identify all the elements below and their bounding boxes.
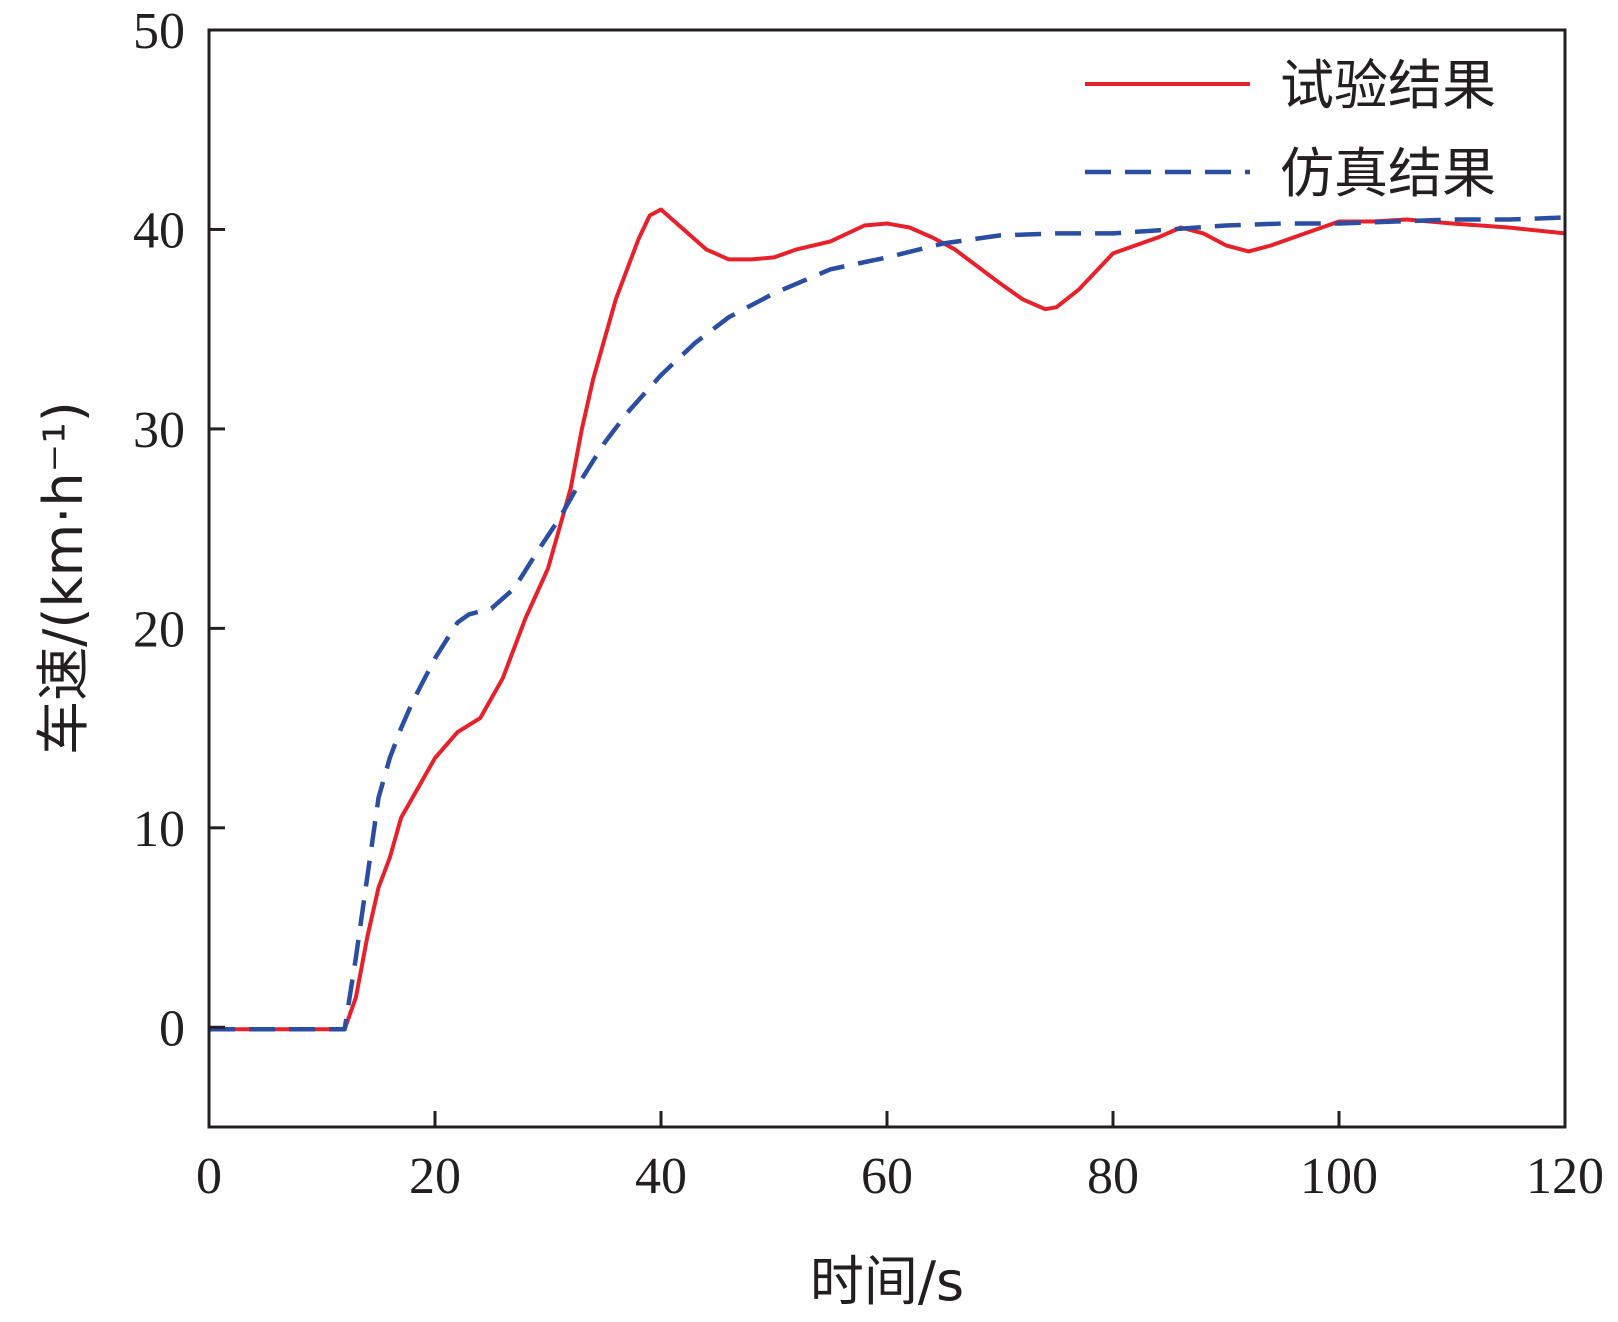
- y-tick-label-40: 40: [133, 202, 185, 259]
- x-axis-title: 时间/s: [810, 1250, 964, 1313]
- series-line-1: [209, 215, 1565, 1032]
- y-tick-label-20: 20: [133, 601, 185, 658]
- series-line-0: [209, 207, 1565, 1032]
- y-tick-label-30: 30: [133, 402, 185, 459]
- x-tick-label-80: 80: [1087, 1148, 1139, 1205]
- y-tick-label-0: 0: [159, 1000, 185, 1057]
- legend-label-1: 仿真结果: [1280, 142, 1496, 205]
- x-tick-label-120: 120: [1526, 1148, 1604, 1205]
- y-axis-title: 车速/(km·h⁻¹): [32, 401, 95, 755]
- x-tick-label-100: 100: [1300, 1148, 1378, 1205]
- x-tick-label-0: 0: [196, 1148, 222, 1205]
- x-tick-label-20: 20: [409, 1148, 461, 1205]
- y-tick-label-50: 50: [133, 3, 185, 60]
- x-tick-label-60: 60: [861, 1148, 913, 1205]
- legend-label-0: 试验结果: [1280, 54, 1496, 117]
- x-tick-label-40: 40: [635, 1148, 687, 1205]
- y-tick-label-10: 10: [133, 801, 185, 858]
